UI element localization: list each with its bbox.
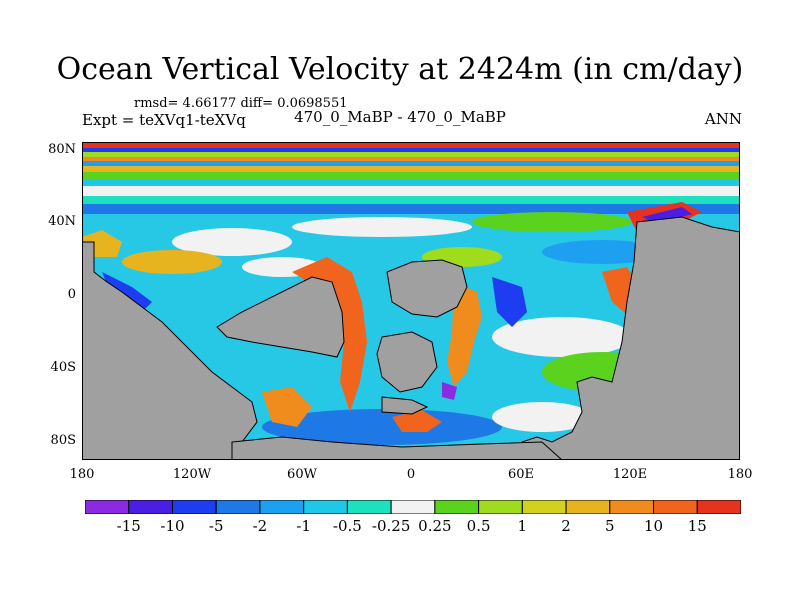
x-tick-label: 60W: [287, 467, 317, 482]
plot-title: Ocean Vertical Velocity at 2424m (in cm/…: [56, 52, 744, 87]
anomaly-purple: [442, 382, 457, 400]
anomaly-blue: [492, 277, 527, 327]
colorbar-label: 2: [561, 517, 571, 535]
x-tick-label: 0: [406, 467, 416, 482]
colorbar-box: [85, 500, 130, 514]
field-patch: [472, 212, 632, 232]
y-tick-label: 0: [67, 287, 76, 302]
y-tick-label: 40N: [48, 214, 76, 229]
colorbar-label: -5: [208, 517, 224, 535]
colorbar-label: 1: [517, 517, 528, 535]
colorbar-box: [565, 500, 611, 514]
colorbar-box: [609, 500, 655, 514]
colorbar-box: [215, 500, 261, 514]
colorbar-label: -2: [252, 517, 268, 535]
field-patch: [292, 217, 472, 237]
field-band: [82, 152, 740, 157]
colorbar-label: -0.25: [371, 517, 411, 535]
field-patch: [122, 250, 222, 274]
anomaly-red: [392, 410, 442, 432]
colorbar: [85, 500, 741, 514]
colorbar-box: [128, 500, 173, 514]
x-tick-label: 120W: [172, 467, 212, 482]
y-tick-label: 80S: [50, 433, 76, 448]
field-band: [82, 157, 740, 161]
land-central-south: [376, 331, 438, 393]
x-tick-label: 180: [69, 467, 95, 482]
field-patch: [492, 402, 592, 432]
colorbar-label: 10: [643, 517, 664, 535]
colorbar-box: [653, 500, 698, 514]
anomaly-red: [447, 282, 482, 387]
anomaly-blue: [102, 272, 152, 312]
colorbar-box: [696, 500, 741, 514]
colorbar-box: [478, 500, 523, 514]
x-tick-label: 60E: [507, 467, 535, 482]
field-band: [82, 196, 740, 204]
anomaly-red: [262, 387, 312, 427]
y-tick-label: 80N: [48, 142, 76, 157]
colorbar-label: 0.25: [418, 517, 452, 535]
field-patch: [262, 409, 502, 445]
field-band: [82, 161, 740, 166]
field-band: [82, 204, 740, 214]
field-band: [82, 186, 740, 196]
colorbar-box: [434, 500, 480, 514]
land-large-continent: [216, 276, 345, 358]
field-patch: [172, 228, 292, 256]
field-band: [82, 148, 740, 152]
case-label: 470_0_MaBP - 470_0_MaBP: [294, 108, 506, 126]
land-south-strip: [381, 396, 429, 415]
x-tick-label: 180: [727, 467, 753, 482]
anomaly-red: [292, 257, 367, 412]
colorbar-box: [521, 500, 567, 514]
field-patch: [542, 240, 662, 264]
x-tick-label: 120E: [612, 467, 648, 482]
colorbar-label: -15: [116, 517, 141, 535]
land-eastern-block: [511, 216, 740, 460]
colorbar-box: [346, 500, 392, 514]
colorbar-label: 15: [687, 517, 707, 535]
field-patch: [492, 317, 632, 357]
field-band: [82, 180, 740, 186]
colorbar-label: -0.5: [332, 517, 362, 535]
colorbar-box: [171, 500, 217, 514]
field-band: [82, 142, 740, 148]
stats-text: rmsd= 4.66177 diff= 0.0698551: [134, 96, 348, 111]
colorbar-box: [303, 500, 348, 514]
colorbar-box: [390, 500, 436, 514]
land-central-continent: [386, 259, 468, 318]
map-plot: [82, 142, 740, 460]
experiment-label: Expt = teXVq1-teXVq: [82, 111, 246, 129]
colorbar-label: 0.5: [466, 517, 491, 535]
field-band: [82, 172, 740, 180]
land-southern-coast: [231, 436, 563, 460]
season-label: ANN: [704, 110, 742, 128]
colorbar-label: 5: [605, 517, 615, 535]
y-tick-label: 40S: [50, 360, 76, 375]
colorbar-label: -1: [296, 517, 311, 535]
land: [82, 216, 740, 460]
field-band: [82, 166, 740, 172]
colorbar-box: [259, 500, 305, 514]
colorbar-label: -10: [160, 517, 185, 535]
